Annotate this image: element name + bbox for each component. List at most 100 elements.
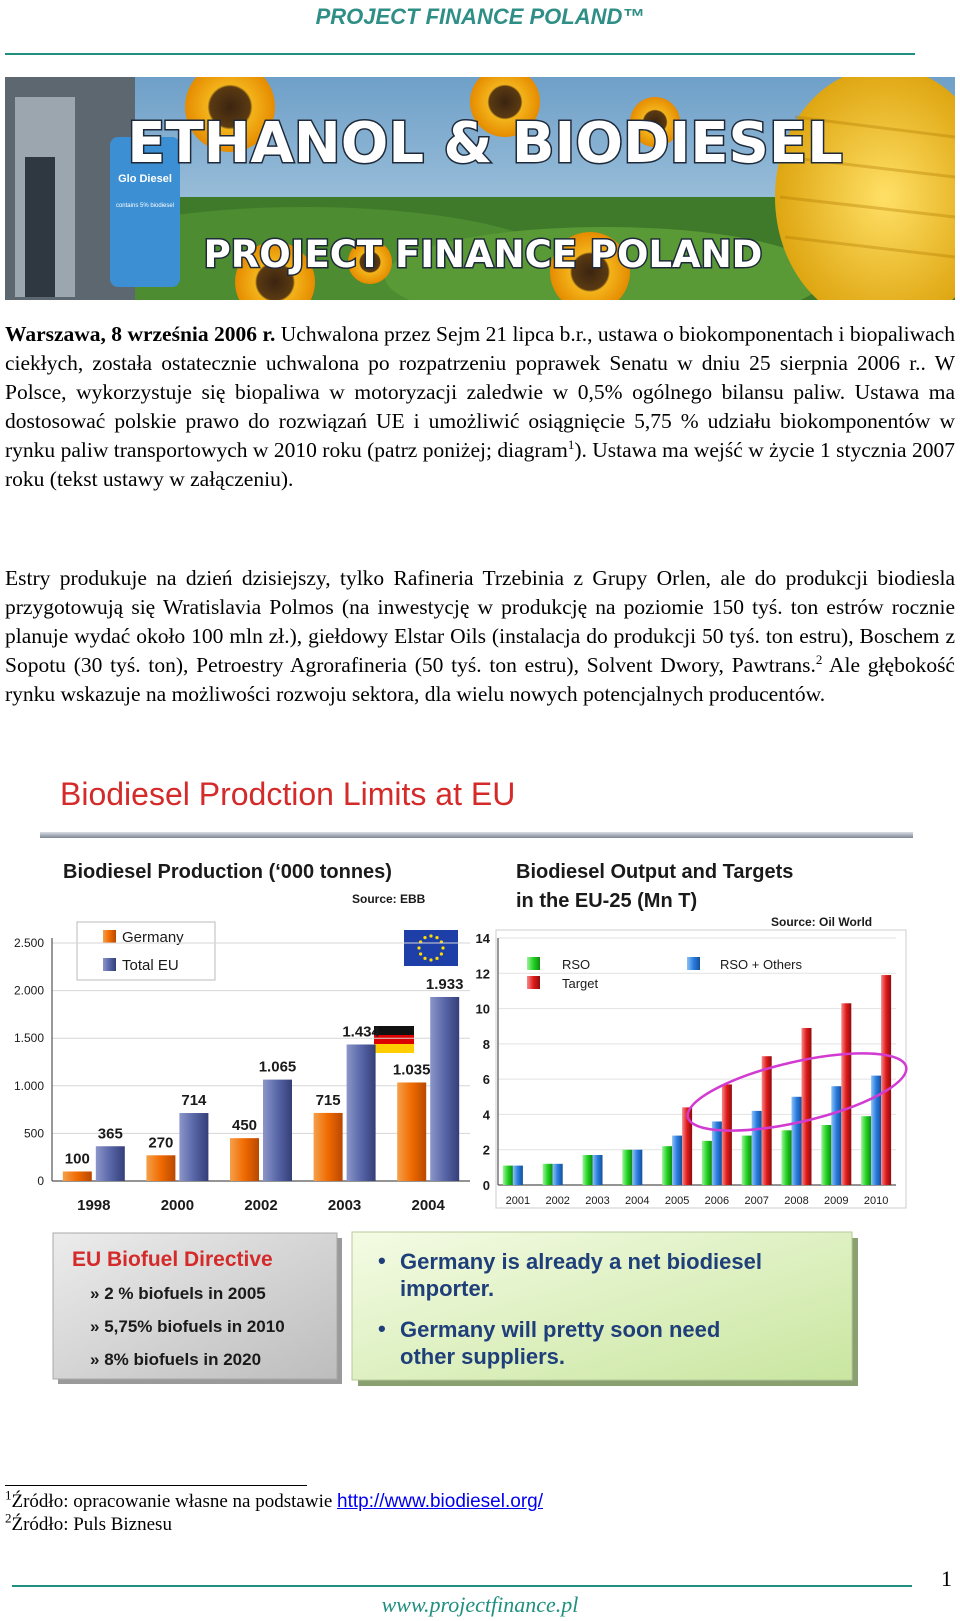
footnote-2: 2Źródło: Puls Biznesu (5, 1512, 172, 1537)
directive-title: EU Biofuel Directive (72, 1248, 273, 1271)
sunflower-5 (348, 240, 392, 284)
header-rule (5, 53, 915, 55)
chart1-xtick-label: 2003 (328, 1197, 361, 1214)
chart2-bar-target-2006 (721, 1084, 732, 1185)
chart1-data-label: 1.933 (426, 976, 464, 993)
sunflower-3 (235, 242, 315, 300)
chart2-bar-rso-others-2003 (592, 1155, 603, 1185)
chart2-bar-rso-2005 (662, 1146, 673, 1185)
footer-rule (12, 1585, 912, 1587)
chart2-highlight-ellipse (686, 1052, 908, 1132)
chart2-xtick-label: 2005 (665, 1195, 689, 1207)
footnote-2-text: Źródło: Puls Biznesu (11, 1514, 172, 1535)
chart2-bar-rso-others-2010 (871, 1075, 882, 1185)
biodiesel-figure: Biodiesel Prodction Limits at EU Biodies… (0, 776, 960, 1440)
chart1-bar-germany-1998 (62, 1171, 92, 1181)
eu-star (423, 936, 427, 940)
chart2-xtick-label: 2004 (625, 1195, 649, 1207)
chart1-bar-total-2003 (346, 1044, 376, 1181)
page-number: 1 (941, 1566, 952, 1591)
chart1-bar-total-2004 (430, 996, 460, 1181)
article-paragraph-2: Estry produkuje na dzień dzisiejszy, tyl… (5, 564, 955, 709)
chart2-legend-rso: RSO (562, 957, 590, 972)
chart2-title-line1: Biodiesel Output and Targets (516, 861, 793, 883)
eu-star (429, 958, 433, 962)
footnote-ref-1: 1 (567, 436, 575, 452)
chart1-ytick-label: 1.000 (14, 1079, 44, 1093)
chart2-bar-rso-2004 (622, 1149, 633, 1185)
chart1-data-label: 270 (148, 1134, 173, 1151)
chart1-bar-total-2002 (263, 1079, 292, 1181)
chart2-bar-rso-2009 (821, 1125, 832, 1185)
chart2-xtick-label: 2010 (864, 1195, 888, 1207)
chart1-data-label: 365 (98, 1125, 123, 1142)
svg-text:•: • (378, 1316, 386, 1341)
chart1-ytick-label: 0 (37, 1174, 44, 1188)
chart1-bar-germany-2002 (230, 1138, 259, 1181)
chart2-bar-rso-others-2002 (552, 1163, 563, 1185)
chart2-ytick-label: 4 (483, 1107, 491, 1122)
chart2-bar-rso-2007 (741, 1135, 752, 1185)
chart2-bar-target-2009 (841, 1003, 852, 1185)
directive-bullet-1: » 2 % biofuels in 2005 (90, 1284, 266, 1303)
chart2-xtick-label: 2003 (585, 1195, 609, 1207)
chart1-xtick-label: 1998 (77, 1197, 110, 1214)
chart2-bar-rso-2002 (542, 1163, 553, 1185)
chart2-bar-rso-others-2001 (512, 1165, 523, 1185)
chart2-ytick-label: 10 (476, 1002, 490, 1017)
chart1-bar-germany-2003 (313, 1112, 343, 1181)
chart2-bar-rso-2010 (861, 1116, 872, 1185)
footer-url[interactable]: www.projectfinance.pl (381, 1592, 579, 1617)
footnote-1-num: 1 (5, 1487, 12, 1503)
chart2-source: Source: Oil World (771, 915, 872, 929)
p2-text-b: Ale głębokość rynku wskazuje na możliwoś… (5, 653, 955, 706)
directive-box: EU Biofuel Directive » 2 % biofuels in 2… (52, 1232, 342, 1384)
chart2-xtick-label: 2007 (744, 1195, 768, 1207)
footnote-1-text: Źródło: opracowanie własne na podstawie (11, 1491, 338, 1512)
chart2-bar-rso-2001 (502, 1165, 513, 1185)
chart2-bar-rso-others-2006 (711, 1121, 722, 1185)
chart1-ytick-label: 2.000 (14, 984, 44, 998)
svg-text:•: • (378, 1248, 386, 1273)
chart1-data-label: 714 (181, 1092, 207, 1109)
sunflower-2 (470, 77, 540, 137)
eu-star (429, 934, 433, 938)
chart1-data-label: 100 (65, 1150, 90, 1167)
chart2-bar-rso-2008 (781, 1130, 792, 1185)
eu-star (435, 956, 439, 960)
chart1-data-label: 1.434 (342, 1023, 380, 1040)
chart2-ytick-label: 0 (483, 1178, 490, 1193)
chart2-ytick-label: 8 (483, 1037, 490, 1052)
chart2-bar-target-2005 (682, 1107, 693, 1185)
figure-title-rule (40, 832, 913, 838)
sunflower-6 (630, 97, 680, 147)
banner-image: Glo Diesel contains 5% biodiesel ETHANOL… (5, 77, 955, 300)
chart1-legend-total: Total EU (122, 957, 179, 974)
chart2-legend-rso-others: RSO + Others (720, 957, 802, 972)
chart2-ytick-label: 2 (483, 1143, 490, 1158)
banner-title-1: ETHANOL & BIODIESEL (127, 111, 843, 176)
chart1-bar-total-2000 (179, 1113, 209, 1181)
figure-title: Biodiesel Prodction Limits at EU (60, 780, 515, 812)
article-paragraph-1: Warszawa, 8 września 2006 r. Uchwalona p… (5, 320, 955, 494)
chart2-xtick-label: 2001 (506, 1195, 530, 1207)
footnote-1-link[interactable]: http://www.biodiesel.org/ (337, 1491, 543, 1512)
chart2-bar-rso-others-2004 (632, 1149, 643, 1185)
chart2-bar-rso-others-2005 (672, 1135, 683, 1185)
chart1-source: Source: EBB (352, 892, 426, 906)
chart1-title: Biodiesel Production (‘000 tonnes) (63, 861, 392, 883)
eu-star (423, 956, 427, 960)
chart2-xtick-label: 2002 (545, 1195, 569, 1207)
chart2-bar-rso-others-2009 (831, 1086, 842, 1185)
chart1-ytick-label: 500 (24, 1126, 44, 1140)
germany-note-2a: Germany will pretty soon need (400, 1317, 720, 1342)
chart2-bar-rso-others-2008 (791, 1096, 802, 1185)
chart1-data-label: 715 (316, 1092, 341, 1109)
chart1-ytick-label: 2.500 (14, 936, 44, 950)
eu-star (439, 952, 443, 956)
chart2-ytick-label: 6 (483, 1072, 490, 1087)
chart2-xtick-label: 2008 (784, 1195, 808, 1207)
chart2-bar-target-2007 (761, 1056, 772, 1185)
chart2-xtick-label: 2006 (705, 1195, 729, 1207)
chart1-data-label: 1.035 (393, 1061, 431, 1078)
